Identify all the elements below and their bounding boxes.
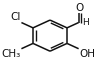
Text: CH₃: CH₃ xyxy=(1,49,20,59)
Text: H: H xyxy=(82,18,89,27)
Text: O: O xyxy=(76,3,84,13)
Text: OH: OH xyxy=(80,49,96,59)
Text: Cl: Cl xyxy=(10,12,20,22)
